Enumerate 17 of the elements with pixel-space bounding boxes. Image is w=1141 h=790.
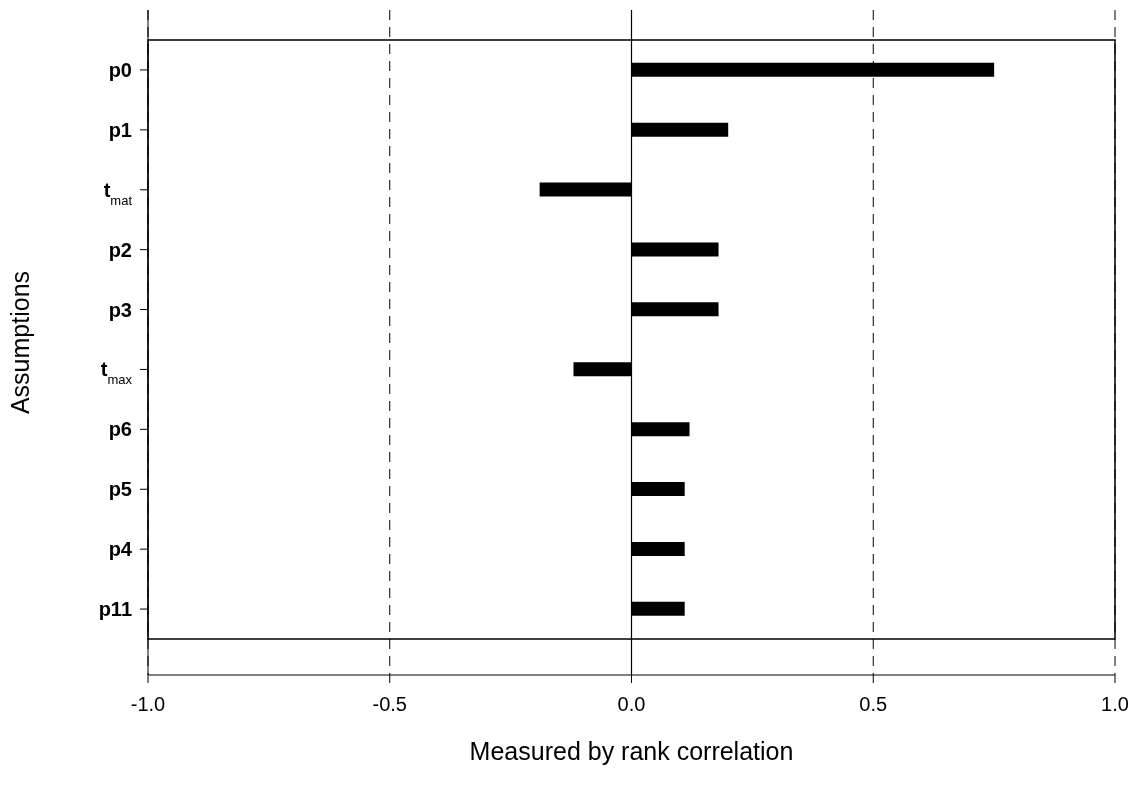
y-tick-label: p11: [98, 598, 132, 621]
x-tick-label: 0.0: [617, 693, 646, 716]
x-tick-label: 1.0: [1101, 693, 1129, 716]
y-tick-label: t$_{max}$: [100, 358, 133, 387]
y-tick-label: p5: [108, 478, 132, 501]
y-tick-label: t$_{mat}$: [103, 178, 133, 208]
x-tick-label: -0.5: [372, 693, 407, 716]
y-axis-title: Assumptions: [5, 270, 34, 415]
x-tick-label: 0.5: [859, 693, 888, 716]
y-tick-label: p1: [108, 118, 132, 141]
y-tick-label: p3: [108, 298, 132, 321]
y-tick-label: p4: [108, 538, 133, 561]
x-tick-label: -1.0: [130, 693, 166, 716]
x-axis-title: Measured by rank correlation: [469, 737, 794, 765]
y-tick-label: p2: [108, 238, 132, 261]
y-tick-label: p6: [108, 418, 132, 441]
y-tick-label: p0: [108, 58, 132, 81]
